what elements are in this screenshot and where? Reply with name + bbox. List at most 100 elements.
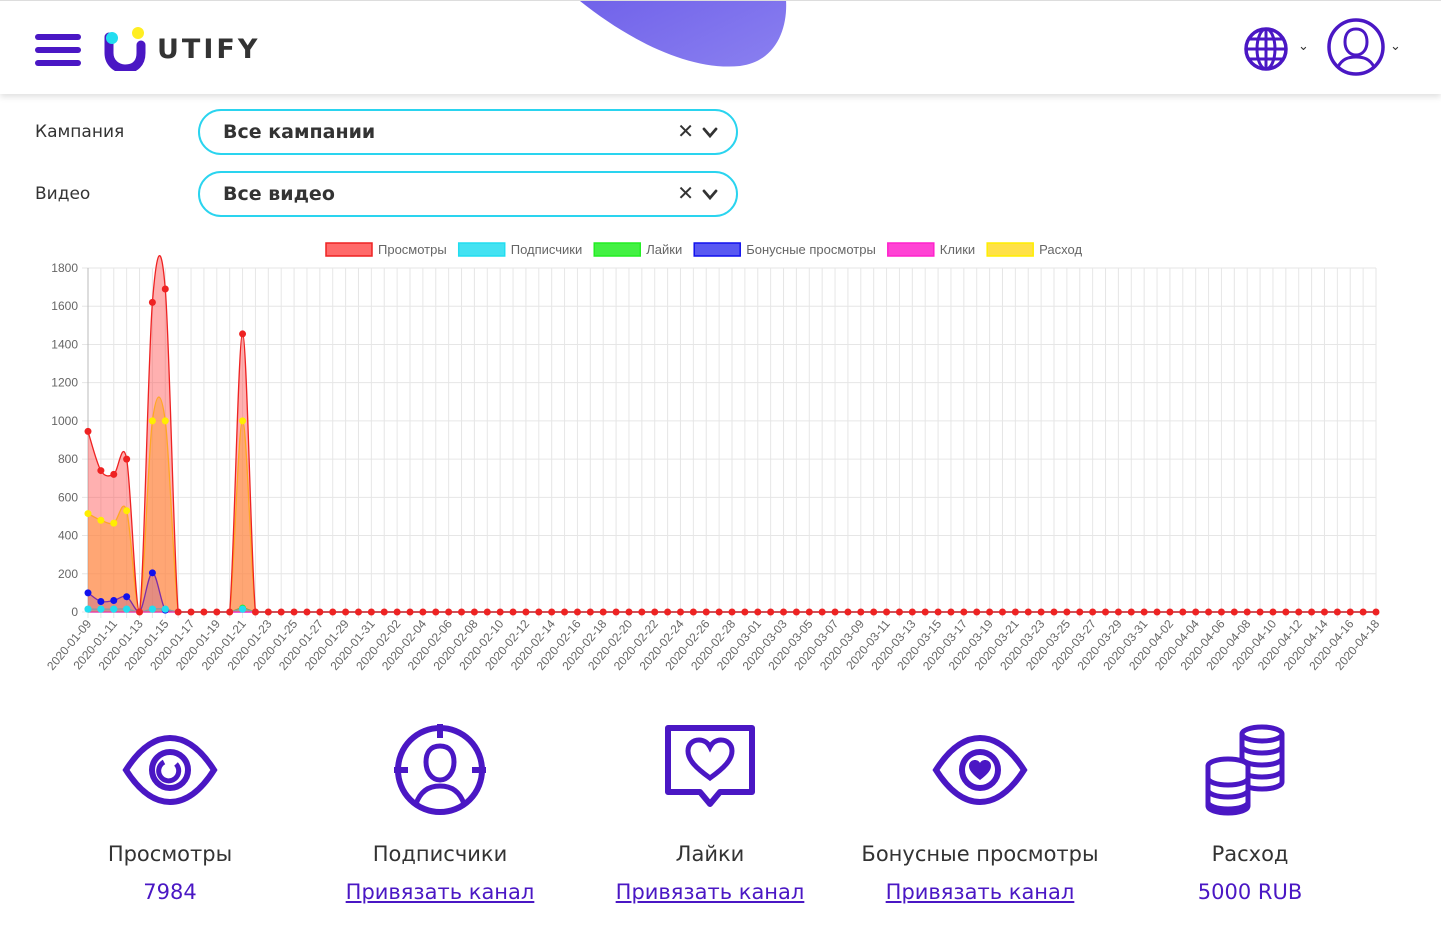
data-point bbox=[123, 593, 131, 601]
data-point bbox=[110, 470, 118, 478]
data-point bbox=[148, 605, 156, 613]
clear-video-icon[interactable]: ✕ bbox=[677, 181, 694, 205]
data-point bbox=[870, 608, 878, 616]
data-point bbox=[148, 417, 156, 425]
data-point bbox=[522, 608, 530, 616]
campaign-filter-label: Кампания bbox=[35, 122, 125, 142]
data-point bbox=[1256, 608, 1264, 616]
data-point bbox=[1282, 608, 1290, 616]
stat-spend: Расход 5000 RUB bbox=[1115, 720, 1385, 904]
data-point bbox=[625, 608, 633, 616]
data-point bbox=[1205, 608, 1213, 616]
data-point bbox=[419, 608, 427, 616]
data-point bbox=[754, 608, 762, 616]
data-point bbox=[1269, 608, 1277, 616]
data-point bbox=[921, 608, 929, 616]
data-point bbox=[239, 605, 247, 613]
stat-bonus-views-label: Бонусные просмотры bbox=[861, 842, 1099, 866]
language-chevron-down-icon[interactable]: ⌄ bbox=[1298, 39, 1309, 54]
profile-chevron-down-icon[interactable]: ⌄ bbox=[1390, 39, 1401, 54]
data-point bbox=[1333, 608, 1341, 616]
subscriber-target-icon bbox=[394, 724, 486, 815]
data-point bbox=[792, 608, 800, 616]
data-point bbox=[857, 608, 865, 616]
data-point bbox=[342, 608, 350, 616]
data-point bbox=[638, 608, 646, 616]
y-tick-label: 1000 bbox=[51, 414, 78, 428]
data-point bbox=[548, 608, 556, 616]
link-channel-button[interactable]: Привязать канал bbox=[345, 880, 535, 904]
data-point bbox=[303, 608, 311, 616]
data-point bbox=[818, 608, 826, 616]
y-tick-label: 200 bbox=[58, 567, 78, 581]
heart-bubble-icon bbox=[665, 725, 755, 807]
stats-line-chart: Просмотры Подписчики Лайки Бонусные просмот… bbox=[44, 242, 1382, 673]
legend-label: Просмотры bbox=[378, 242, 447, 257]
legend-swatch bbox=[593, 242, 641, 257]
data-point bbox=[1024, 608, 1032, 616]
clear-campaign-icon[interactable]: ✕ bbox=[677, 119, 694, 143]
data-point bbox=[509, 608, 517, 616]
data-point bbox=[393, 608, 401, 616]
data-point bbox=[1076, 608, 1084, 616]
stat-spend-label: Расход bbox=[1211, 842, 1289, 866]
legend-label: Подписчики bbox=[511, 242, 583, 257]
data-point bbox=[947, 608, 955, 616]
data-point bbox=[97, 605, 105, 613]
legend-swatch bbox=[887, 242, 935, 257]
campaign-select-value: Все кампании bbox=[223, 121, 376, 143]
data-point bbox=[445, 608, 453, 616]
y-tick-label: 400 bbox=[58, 529, 78, 543]
data-point bbox=[264, 608, 272, 616]
campaign-select[interactable]: Все кампании ✕ bbox=[198, 109, 738, 155]
data-point bbox=[239, 330, 247, 338]
data-point bbox=[1102, 608, 1110, 616]
data-point bbox=[110, 519, 118, 527]
data-point bbox=[1217, 608, 1225, 616]
data-point bbox=[277, 608, 285, 616]
data-point bbox=[741, 608, 749, 616]
data-point bbox=[1192, 608, 1200, 616]
decorative-blob bbox=[580, 1, 787, 67]
data-point bbox=[161, 417, 169, 425]
link-channel-button[interactable]: Привязать канал bbox=[885, 880, 1075, 904]
link-channel-button[interactable]: Привязать канал bbox=[615, 880, 805, 904]
data-point bbox=[406, 608, 414, 616]
chevron-down-icon[interactable] bbox=[702, 187, 718, 203]
data-point bbox=[780, 608, 788, 616]
legend-swatch bbox=[986, 242, 1034, 257]
data-point bbox=[1295, 608, 1303, 616]
data-point bbox=[1063, 608, 1071, 616]
data-point bbox=[84, 510, 92, 518]
stat-views-value: 7984 bbox=[143, 880, 197, 904]
brand-logo[interactable]: UTIFY bbox=[103, 27, 260, 71]
data-point bbox=[1230, 608, 1238, 616]
data-point bbox=[316, 608, 324, 616]
data-point bbox=[367, 608, 375, 616]
hamburger-icon[interactable] bbox=[35, 34, 81, 66]
data-point bbox=[1140, 608, 1148, 616]
user-avatar-icon[interactable] bbox=[1326, 17, 1386, 77]
data-point bbox=[883, 608, 891, 616]
data-point bbox=[767, 608, 775, 616]
data-point bbox=[651, 608, 659, 616]
video-select[interactable]: Все видео ✕ bbox=[198, 171, 738, 217]
top-header: UTIFY ⌄ ⌄ bbox=[0, 0, 1441, 94]
data-point bbox=[895, 608, 903, 616]
y-tick-label: 600 bbox=[58, 490, 78, 504]
data-point bbox=[573, 608, 581, 616]
data-point bbox=[84, 605, 92, 613]
data-point bbox=[251, 608, 259, 616]
legend-label: Лайки bbox=[646, 242, 682, 257]
stat-views: Просмотры 7984 bbox=[35, 720, 305, 904]
stat-subscribers: Подписчики Привязать канал bbox=[305, 720, 575, 904]
chevron-down-icon[interactable] bbox=[702, 125, 718, 141]
y-tick-label: 1800 bbox=[51, 261, 78, 275]
data-point bbox=[136, 608, 144, 616]
stat-spend-value: 5000 RUB bbox=[1197, 880, 1303, 904]
data-point bbox=[998, 608, 1006, 616]
data-point bbox=[84, 427, 92, 435]
data-point bbox=[110, 605, 118, 613]
globe-icon[interactable] bbox=[1243, 26, 1289, 72]
data-point bbox=[664, 608, 672, 616]
